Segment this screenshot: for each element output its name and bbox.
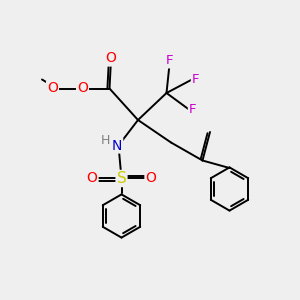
Text: H: H [101, 134, 111, 147]
Text: F: F [192, 73, 199, 86]
Text: O: O [106, 52, 116, 65]
Text: F: F [166, 54, 173, 68]
Text: O: O [87, 172, 98, 185]
Text: O: O [146, 172, 156, 185]
Text: N: N [112, 139, 122, 152]
Text: O: O [77, 82, 88, 95]
Text: F: F [189, 103, 196, 116]
Text: O: O [47, 82, 58, 95]
Text: S: S [117, 171, 126, 186]
